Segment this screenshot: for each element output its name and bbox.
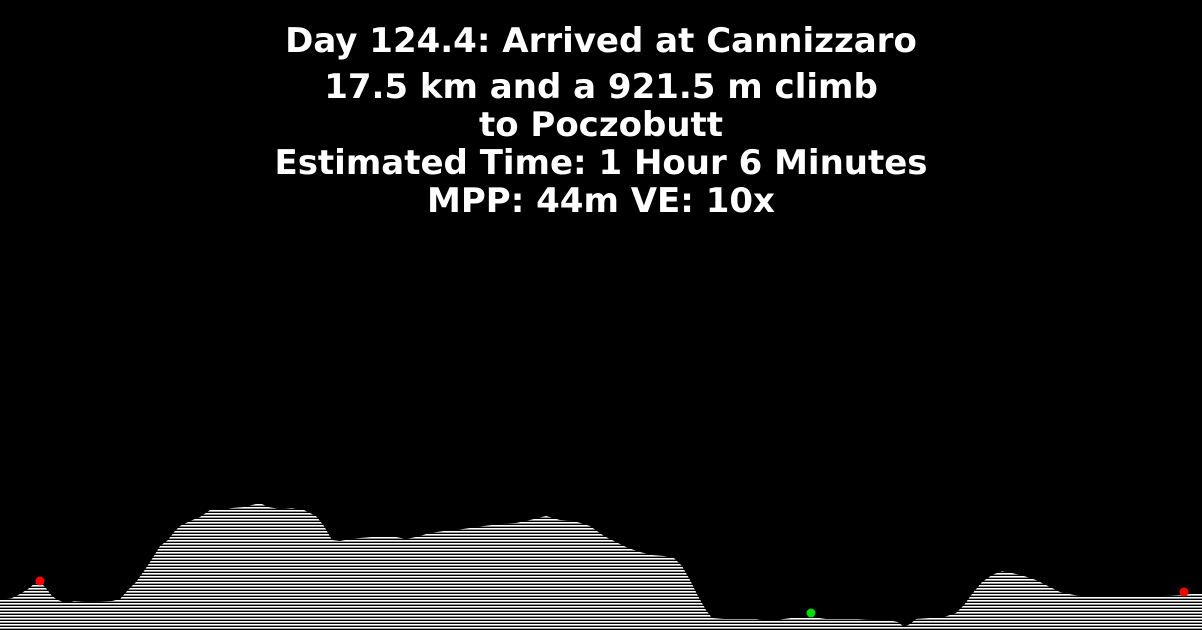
end-marker (1179, 587, 1189, 597)
current-position-marker (806, 608, 816, 618)
estimated-time-text: Estimated Time: 1 Hour 6 Minutes (274, 143, 928, 183)
terrain-fill (0, 503, 1202, 630)
mpp-ve-text: MPP: 44m VE: 10x (427, 181, 775, 221)
destination-text: to Poczobutt (478, 105, 724, 145)
start-marker (35, 576, 45, 586)
route-summary: Day 124.4: Arrived at Cannizzaro 17.5 km… (0, 22, 1202, 220)
day-title: Day 124.4: Arrived at Cannizzaro (285, 21, 917, 61)
distance-climb-text: 17.5 km and a 921.5 m climb (324, 67, 878, 107)
